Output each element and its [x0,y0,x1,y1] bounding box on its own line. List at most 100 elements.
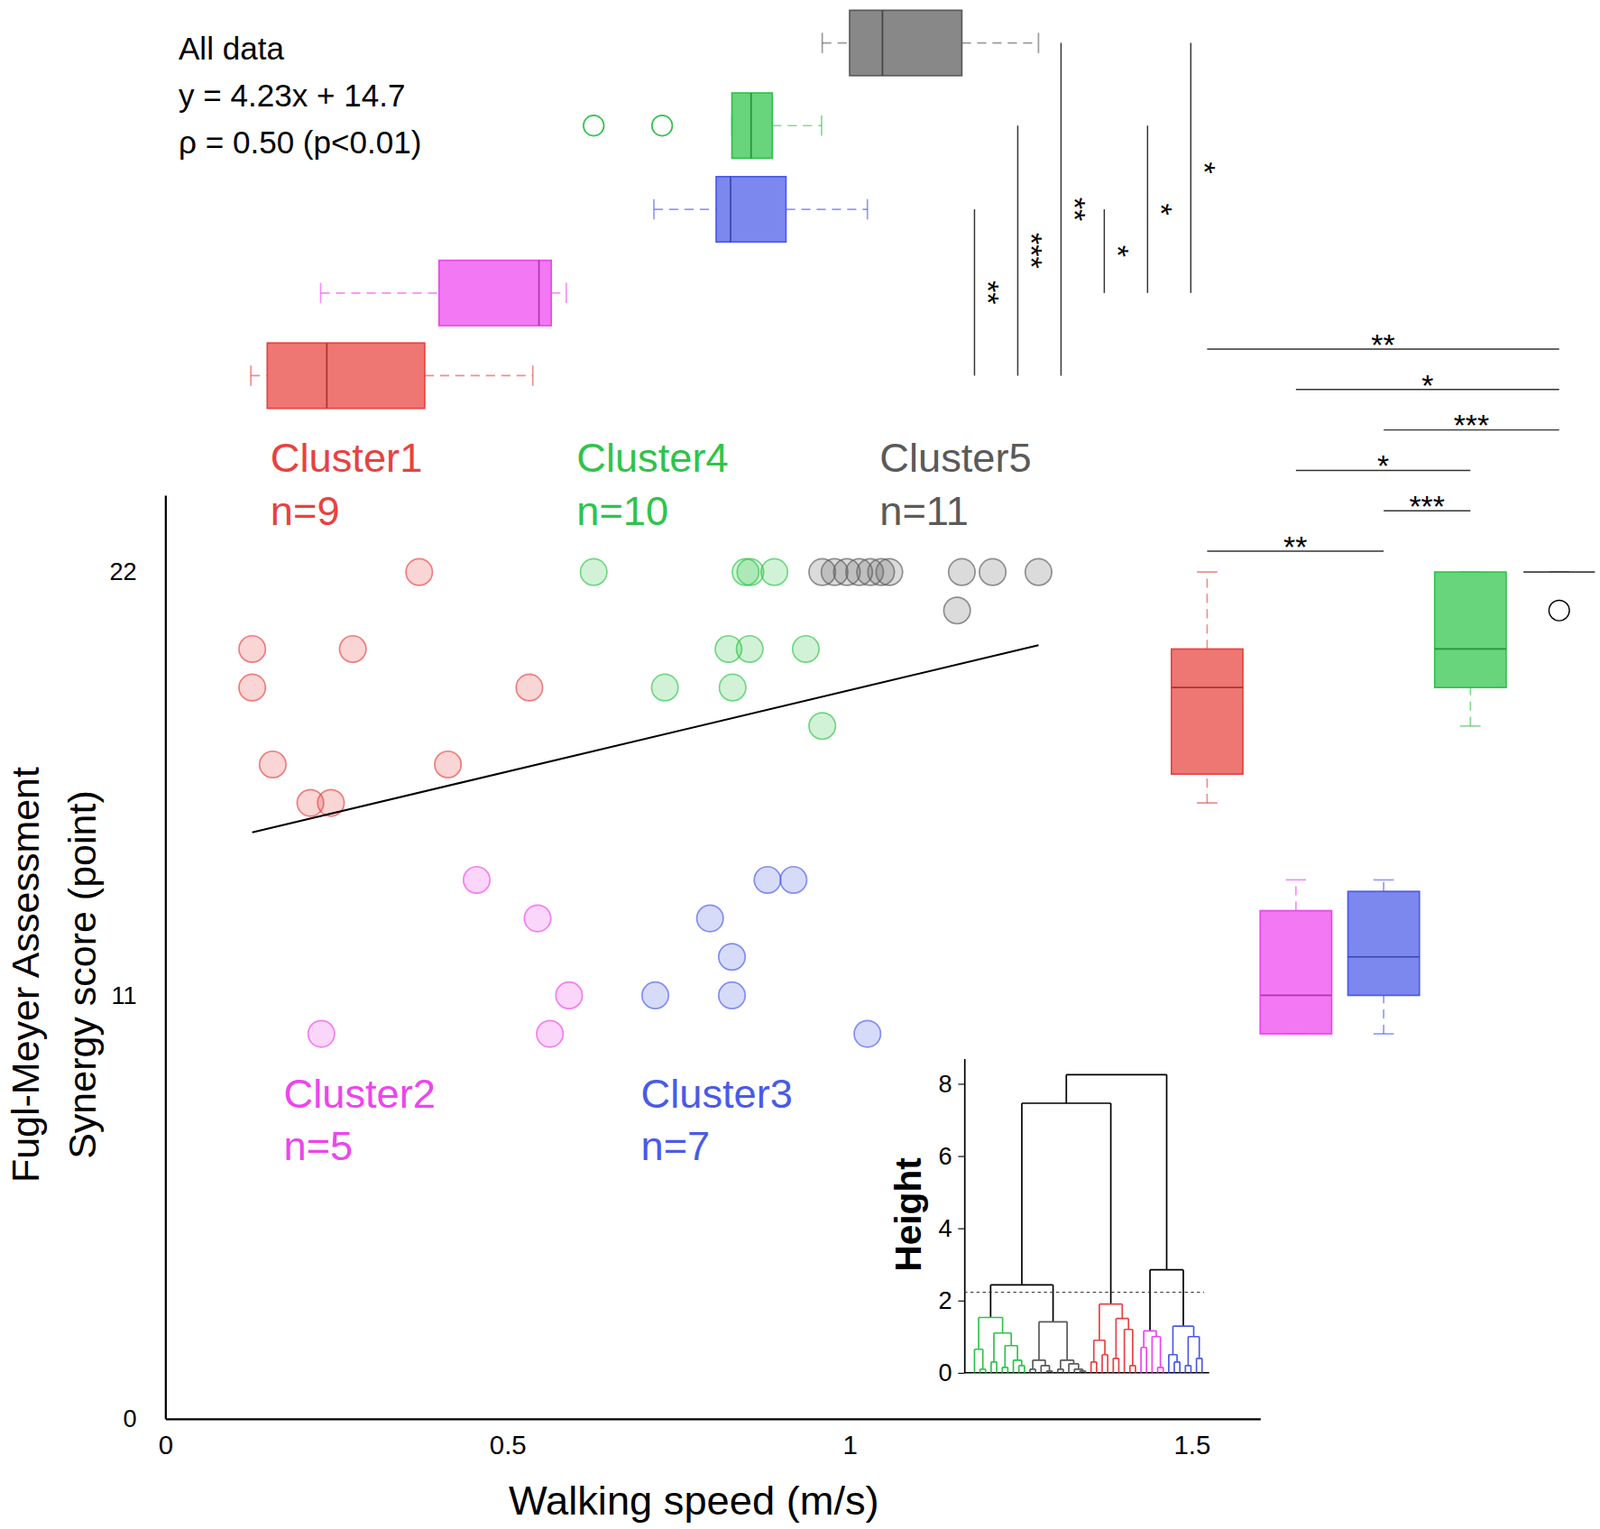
dendrogram-tick: 6 [937,1141,965,1170]
score-test-label: * [1421,367,1434,403]
dendrogram-axis: 0 2 4 6 8 [937,1058,965,1387]
point [979,558,1006,585]
point [642,982,669,1009]
y-tick: 11 [110,981,166,1010]
dendrogram-threshold [964,1291,1205,1293]
dendrogram-link [1021,1103,1112,1305]
point [555,982,582,1009]
median [882,9,884,75]
dendrogram-link [1185,1365,1191,1373]
cluster-count: n=5 [284,1122,354,1169]
dendrogram-link [991,1361,997,1373]
score-test-label: *** [1408,488,1445,524]
cluster-count: n=10 [576,487,669,534]
dendrogram-link [1013,1360,1022,1373]
cluster-name: Cluster1 [270,434,423,481]
dendrogram-tick: 2 [937,1286,965,1315]
point [854,1020,881,1047]
dendrogram-tick-mark [957,1300,965,1302]
y-tick-label: 22 [109,557,137,586]
score-test-label: ** [1283,529,1307,564]
whisker [822,42,850,45]
dendrogram-tick-mark [957,1155,965,1157]
point [754,866,781,893]
point [875,558,902,585]
point [943,597,970,624]
dendrogram-tick: 0 [937,1358,965,1387]
whisker-cap [821,32,824,54]
whisker [1469,687,1472,727]
whisker-cap [1286,879,1307,882]
whisker [250,375,267,378]
point [259,751,286,778]
whisker [653,208,717,211]
dendrogram-link [1002,1367,1008,1373]
dendrogram-link [1130,1365,1136,1373]
median [1171,686,1243,689]
dendrogram-axis-title: Height [887,1157,929,1272]
speed-test-label: * [1187,162,1223,175]
cluster-name: Cluster4 [576,434,729,481]
box [716,176,786,242]
median [729,176,732,242]
dendrogram-link [1172,1325,1194,1355]
box [1523,570,1595,573]
y-tick: 22 [109,557,166,586]
point [761,558,788,585]
point [339,635,366,663]
x-tick: 0 [158,1418,174,1460]
speed-boxplots [250,9,1039,408]
speed-test-label: ** [1057,197,1093,221]
dendrogram-tick-label: 4 [937,1213,952,1242]
whisker [961,42,1039,45]
dendrogram-axis-line [964,1058,966,1373]
point [239,635,266,663]
dendrogram-link [1091,1361,1097,1373]
dendrogram-baseline [964,1371,1210,1373]
dendrogram-link [1039,1321,1067,1360]
point [434,751,461,778]
point [239,673,266,700]
y-tick-label: 11 [110,981,137,1010]
regression-line [252,644,1040,832]
whisker-cap [1196,570,1218,573]
box [849,9,962,75]
x-axis: 0 0.5 1 1.5 [158,1418,1261,1460]
dendrogram-link [1112,1358,1119,1373]
dendrogram-tick-label: 2 [937,1286,952,1315]
speed-test-label: *** [1014,232,1049,269]
point [515,673,543,700]
x-tick-label: 0.5 [489,1429,527,1460]
dendrogram-link [1187,1336,1199,1366]
box [1348,891,1420,995]
cluster-name: Cluster3 [641,1070,793,1117]
whisker [321,292,440,295]
dendrogram-link [1032,1360,1046,1370]
x-tick-label: 0 [158,1429,174,1460]
whisker [785,208,867,211]
whisker-cap [1460,725,1481,727]
box [266,342,425,408]
whisker [1206,571,1209,649]
dendrogram-link [1004,1345,1018,1368]
y-axis-title: Fugl-Meyer Assessment [3,766,47,1183]
dendrogram-link [1029,1369,1036,1373]
point [948,558,975,585]
point [809,712,836,739]
y-axis-title: Synergy score (point) [60,790,104,1159]
dendrogram-link [1057,1369,1064,1373]
whisker-cap [820,115,823,137]
median [325,342,328,408]
dendrogram-tick-label: 8 [937,1069,952,1098]
dendrogram-link [1158,1367,1164,1373]
x-tick-label: 1 [842,1429,857,1460]
whisker-cap [320,282,322,304]
x-tick-label: 1.5 [1173,1429,1211,1460]
whisker-cap [1373,1032,1395,1035]
point [651,673,678,700]
dendrogram-link [1149,1269,1184,1332]
point [718,982,745,1009]
outlier [583,115,605,137]
dendrogram-link [993,1333,1012,1362]
median [1348,956,1420,958]
